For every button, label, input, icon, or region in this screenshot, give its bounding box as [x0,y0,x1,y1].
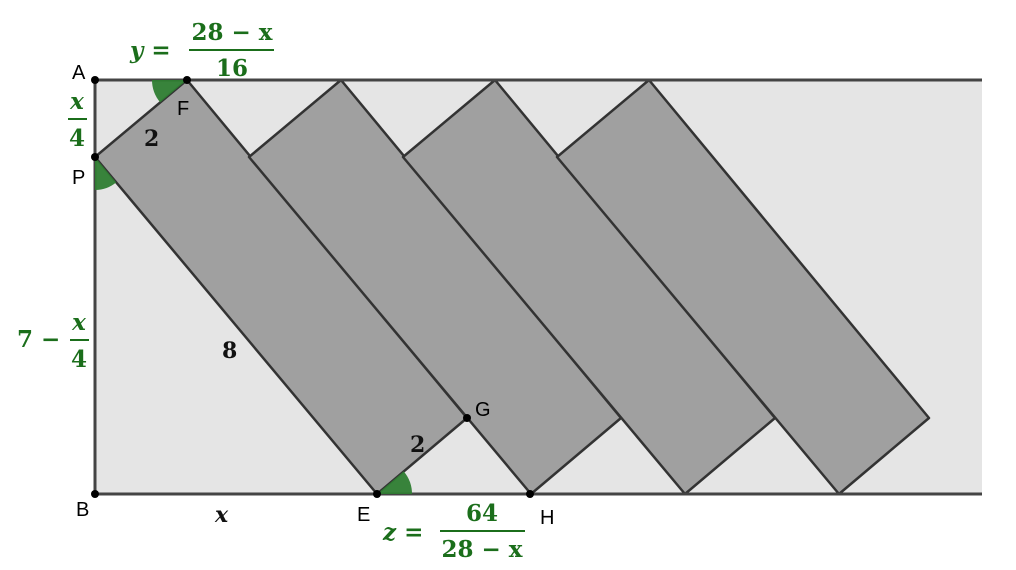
angle-f [152,80,187,103]
length-pf: 2 [144,126,159,152]
svg-text:4: 4 [71,346,87,373]
label-a: A [72,62,86,84]
point-g [463,414,471,422]
svg-text:4: 4 [69,125,85,152]
svg-text:28 − x: 28 − x [441,536,522,563]
svg-text:z =: z = [382,519,423,546]
expression-y: y = 28 − x 16 [129,19,274,82]
label-h: H [540,507,554,529]
point-b [91,490,99,498]
rectangle-4 [555,78,931,496]
svg-text:64: 64 [466,500,498,527]
svg-text:x: x [71,309,86,336]
svg-text:28 − x: 28 − x [191,19,272,46]
length-long-side: 8 [222,338,237,364]
svg-text:y =: y = [129,37,171,64]
expression-pb: 7 − x 4 [17,309,89,373]
point-e [373,490,381,498]
expression-z: z = 64 28 − x [382,500,525,563]
label-p: P [72,167,85,189]
point-p [91,153,99,161]
expression-ap: x 4 [68,88,87,152]
svg-text:7 −: 7 − [17,326,60,353]
angle-e [377,471,412,494]
label-f: F [177,98,189,120]
svg-text:x: x [69,88,84,115]
rectangles [93,78,931,496]
angle-p [95,157,117,191]
label-g: G [475,399,491,421]
point-a [91,76,99,84]
points [91,76,534,498]
point-h [526,490,534,498]
length-be: x [214,502,229,528]
label-b: B [76,499,89,521]
point-f [183,76,191,84]
length-eg: 2 [410,432,425,458]
label-e: E [357,504,370,526]
svg-text:16: 16 [216,55,248,82]
